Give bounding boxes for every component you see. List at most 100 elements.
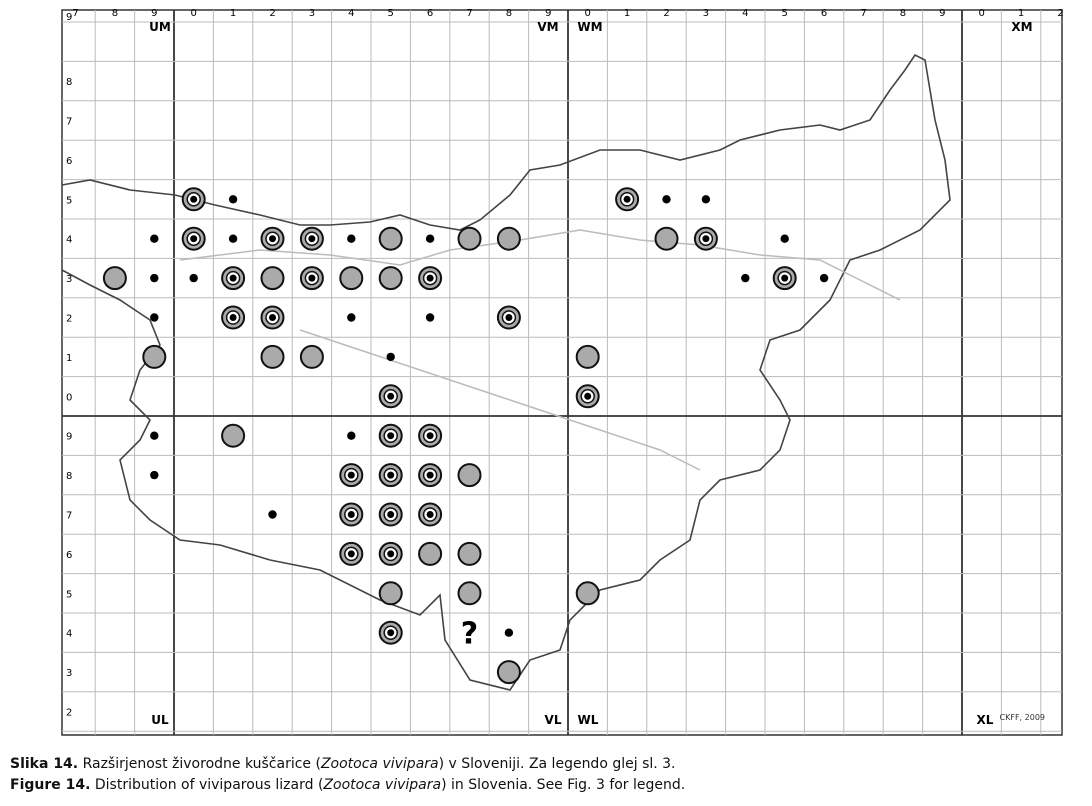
row-label: 6	[66, 156, 72, 167]
column-label: 6	[821, 8, 827, 19]
record-circle	[457, 541, 482, 566]
caption-text: ) v Sloveniji. Za legendo glej sl. 3.	[438, 756, 676, 772]
record-dot	[150, 234, 159, 243]
record-center	[387, 511, 395, 518]
record-center	[308, 274, 316, 282]
caption-text: Distribution of viviparous lizard (	[90, 777, 324, 793]
caption: Slika 14. Razširjenost živorodne kuščari…	[10, 756, 676, 772]
column-label: 8	[900, 8, 906, 19]
record-circle	[496, 660, 521, 685]
row-label: 9	[66, 432, 72, 443]
zone-label: UM	[149, 20, 171, 34]
column-label: 5	[388, 8, 394, 19]
row-label: 3	[66, 274, 72, 285]
row-label: 7	[66, 117, 72, 128]
column-label: 4	[742, 8, 748, 19]
column-label: 7	[860, 8, 866, 19]
row-label: 7	[66, 511, 72, 522]
record-dot	[228, 234, 238, 243]
row-label: 5	[66, 195, 72, 206]
record-circle	[654, 226, 679, 251]
caption-text: Razširjenost živorodne kuščarice (	[78, 756, 321, 772]
record-circle	[457, 463, 482, 488]
record-circle	[142, 344, 167, 369]
column-label: 3	[703, 8, 709, 19]
record-center	[426, 471, 434, 479]
column-label: 1	[624, 8, 630, 19]
row-label: 9	[66, 12, 72, 23]
credit: CKFF, 2009	[1000, 713, 1045, 722]
zone-label: WM	[577, 20, 602, 34]
record-dot	[780, 234, 789, 243]
record-circle	[378, 226, 403, 251]
record-dot	[150, 313, 159, 322]
record-circle	[418, 541, 443, 566]
grid	[62, 10, 1062, 735]
column-label: 0	[191, 8, 197, 19]
row-label: 5	[66, 589, 72, 600]
record-circle	[575, 344, 600, 369]
record-circle	[260, 344, 285, 369]
column-label: 2	[269, 8, 275, 19]
record-dot	[228, 195, 238, 204]
uncertain-marker: ?	[461, 617, 478, 652]
record-dot	[150, 273, 159, 283]
zone-label: VM	[537, 20, 558, 34]
record-dot	[268, 510, 277, 519]
column-label: 7	[466, 8, 472, 19]
record-center	[347, 471, 355, 479]
column-label: 8	[112, 8, 118, 19]
column-label: 4	[348, 8, 354, 19]
record-dot	[386, 352, 395, 362]
record-center	[269, 314, 276, 321]
caption-label: Figure 14.	[10, 777, 91, 793]
column-label: 5	[782, 8, 788, 19]
row-label: 1	[66, 353, 72, 364]
record-center	[387, 629, 395, 637]
record-center	[347, 550, 355, 558]
record-circle	[299, 344, 324, 369]
record-center	[702, 235, 710, 243]
record-center	[426, 511, 434, 518]
record-dot	[741, 273, 750, 283]
record-circle	[339, 266, 364, 291]
record-center	[387, 392, 395, 400]
record-dot	[150, 431, 159, 440]
row-label: 0	[66, 392, 72, 403]
record-circle	[496, 226, 521, 251]
species-name: Zootoca vivipara	[323, 777, 442, 793]
row-label: 3	[66, 668, 72, 679]
column-label: 1	[230, 8, 236, 19]
record-dot	[701, 195, 711, 204]
caption: Figure 14. Distribution of viviparous li…	[10, 777, 685, 793]
records	[102, 187, 829, 685]
record-center	[387, 432, 395, 440]
column-label: 7	[72, 8, 78, 19]
river	[179, 229, 901, 301]
record-circle	[457, 226, 482, 251]
record-circle	[575, 581, 600, 606]
record-dot	[425, 234, 435, 243]
species-name: Zootoca vivipara	[320, 756, 439, 772]
row-label: 2	[66, 708, 72, 719]
zone-label: XM	[1011, 20, 1032, 34]
record-circle	[102, 266, 127, 291]
record-center	[229, 274, 237, 282]
record-center	[426, 432, 434, 440]
country-border	[61, 53, 951, 691]
record-center	[781, 274, 789, 282]
caption-text: ) in Slovenia. See Fig. 3 for legend.	[441, 777, 686, 793]
record-dot	[347, 234, 356, 243]
column-label: 9	[939, 8, 945, 19]
record-circle	[457, 581, 482, 606]
caption-label: Slika 14.	[10, 756, 79, 772]
column-label: 9	[151, 8, 157, 19]
record-center	[505, 314, 513, 321]
record-circle	[221, 423, 246, 448]
river	[299, 329, 701, 471]
row-label: 2	[66, 314, 72, 325]
column-label: 2	[663, 8, 669, 19]
record-center	[387, 550, 395, 558]
record-center	[584, 392, 592, 400]
record-dot	[347, 431, 356, 440]
